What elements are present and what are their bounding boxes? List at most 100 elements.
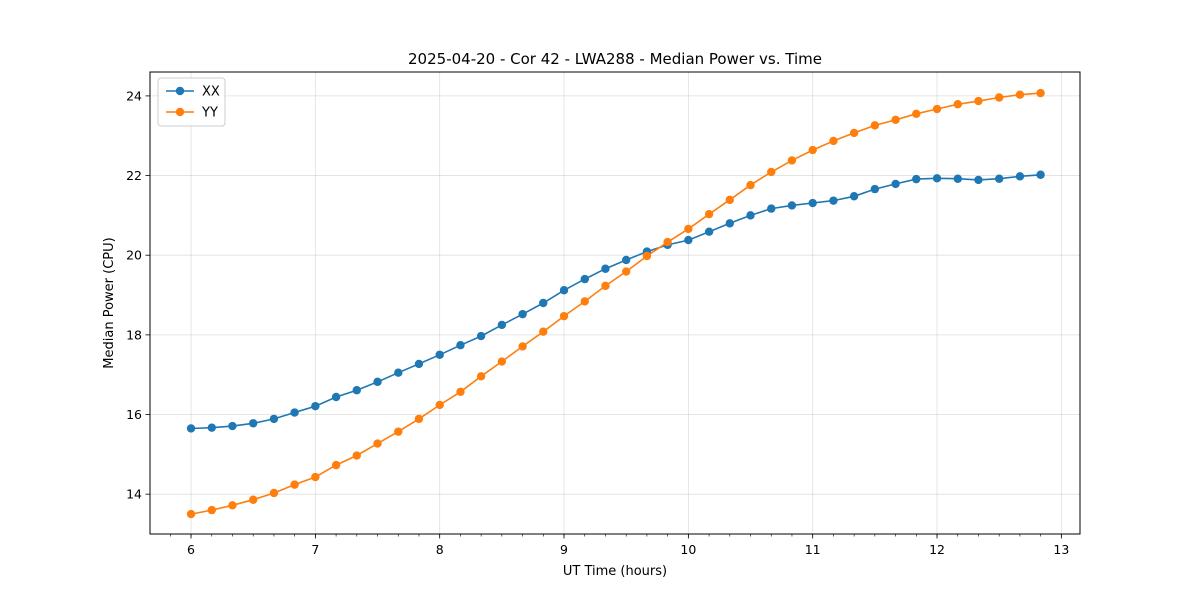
data-point-xx xyxy=(787,201,797,210)
data-point-xx xyxy=(435,350,444,359)
x-tick-label: 6 xyxy=(187,542,195,557)
data-point-yy xyxy=(787,156,797,165)
data-point-xx xyxy=(414,359,424,369)
data-point-yy xyxy=(870,121,880,130)
data-point-xx xyxy=(891,179,900,189)
data-point-xx xyxy=(518,309,527,319)
data-point-yy xyxy=(228,501,237,510)
data-point-yy xyxy=(974,96,983,106)
data-point-xx xyxy=(539,298,548,308)
data-point-yy xyxy=(476,372,486,381)
data-point-yy xyxy=(580,297,589,306)
data-point-xx xyxy=(767,204,776,213)
data-point-yy xyxy=(767,167,776,177)
data-point-yy xyxy=(725,195,734,205)
data-point-xx xyxy=(994,174,1004,183)
data-point-xx xyxy=(559,286,569,295)
data-point-xx xyxy=(497,320,507,330)
data-point-yy xyxy=(746,180,755,190)
data-point-xx xyxy=(207,423,216,432)
data-point-yy xyxy=(601,281,610,291)
legend-label-yy: YY xyxy=(201,106,218,121)
data-point-xx xyxy=(849,192,859,201)
grid xyxy=(150,72,1080,534)
legend-marker-xx xyxy=(175,86,185,96)
data-point-yy xyxy=(311,472,320,482)
data-point-xx xyxy=(476,331,486,341)
data-point-yy xyxy=(518,342,527,351)
data-point-yy xyxy=(186,509,196,519)
legend: XX YY xyxy=(157,77,226,127)
x-tick-label: 11 xyxy=(805,542,821,557)
data-point-xx xyxy=(953,174,962,183)
data-point-yy xyxy=(849,128,859,138)
data-point-xx xyxy=(870,184,880,194)
data-point-yy xyxy=(248,495,258,504)
data-point-xx xyxy=(311,401,320,411)
x-tick-label: 10 xyxy=(680,542,696,557)
data-point-yy xyxy=(456,387,465,397)
y-tick-label: 18 xyxy=(126,327,142,342)
data-point-yy xyxy=(1036,88,1045,98)
data-point-xx xyxy=(331,392,341,402)
data-point-xx xyxy=(456,341,465,350)
data-point-xx xyxy=(684,235,693,245)
data-point-yy xyxy=(642,251,652,261)
x-tick-label: 8 xyxy=(436,542,444,557)
series-layer xyxy=(186,88,1045,519)
data-point-xx xyxy=(912,174,921,184)
plot-area-frame xyxy=(149,71,1081,535)
data-point-xx xyxy=(808,198,817,208)
x-axis-label: UT Time (hours) xyxy=(563,564,667,579)
data-point-yy xyxy=(414,414,424,424)
data-point-xx xyxy=(725,219,734,228)
data-point-xx xyxy=(228,421,237,431)
data-point-xx xyxy=(394,368,403,377)
chart-title: 2025-04-20 - Cor 42 - LWA288 - Median Po… xyxy=(408,50,822,68)
legend-box xyxy=(157,77,226,127)
data-point-yy xyxy=(559,311,569,321)
data-point-xx xyxy=(1036,170,1045,179)
data-point-xx xyxy=(1015,172,1025,181)
data-point-xx xyxy=(580,274,589,284)
y-tick-label: 24 xyxy=(126,88,142,103)
data-point-xx xyxy=(621,255,631,265)
data-point-yy xyxy=(621,267,631,276)
data-point-yy xyxy=(994,93,1004,102)
y-tick-label: 22 xyxy=(126,168,142,183)
data-point-yy xyxy=(269,488,279,498)
data-point-yy xyxy=(704,209,714,219)
data-point-xx xyxy=(248,419,258,428)
data-point-xx xyxy=(746,211,755,220)
data-point-yy xyxy=(539,327,548,336)
x-tick-label: 13 xyxy=(1053,542,1069,557)
data-point-xx xyxy=(704,227,714,236)
y-tick-label: 16 xyxy=(126,407,142,422)
x-tick-label: 9 xyxy=(560,542,568,557)
data-point-yy xyxy=(808,145,817,155)
data-point-xx xyxy=(186,424,196,433)
y-tick-label: 14 xyxy=(126,487,142,502)
data-point-yy xyxy=(373,439,382,448)
data-point-yy xyxy=(912,109,921,119)
x-tick-label: 12 xyxy=(929,542,945,557)
data-point-xx xyxy=(932,174,942,183)
data-point-yy xyxy=(207,505,216,515)
data-point-yy xyxy=(497,357,507,366)
data-point-yy xyxy=(829,136,838,146)
data-point-yy xyxy=(331,460,341,470)
data-point-xx xyxy=(352,386,361,395)
data-point-xx xyxy=(829,196,838,205)
legend-label-xx: XX xyxy=(202,85,220,100)
data-point-xx xyxy=(269,414,279,424)
data-point-xx xyxy=(974,175,983,185)
y-axis-label: Median Power (CPU) xyxy=(102,237,117,368)
x-tick-label: 7 xyxy=(311,542,319,557)
data-point-yy xyxy=(953,100,962,109)
data-point-xx xyxy=(290,408,299,417)
data-point-yy xyxy=(663,237,672,247)
axis-ticks: 6 7 8 9 10 11 12 13 14 16 18 20 22 24 xyxy=(126,88,1069,557)
data-point-yy xyxy=(932,104,942,114)
data-point-yy xyxy=(394,427,403,436)
